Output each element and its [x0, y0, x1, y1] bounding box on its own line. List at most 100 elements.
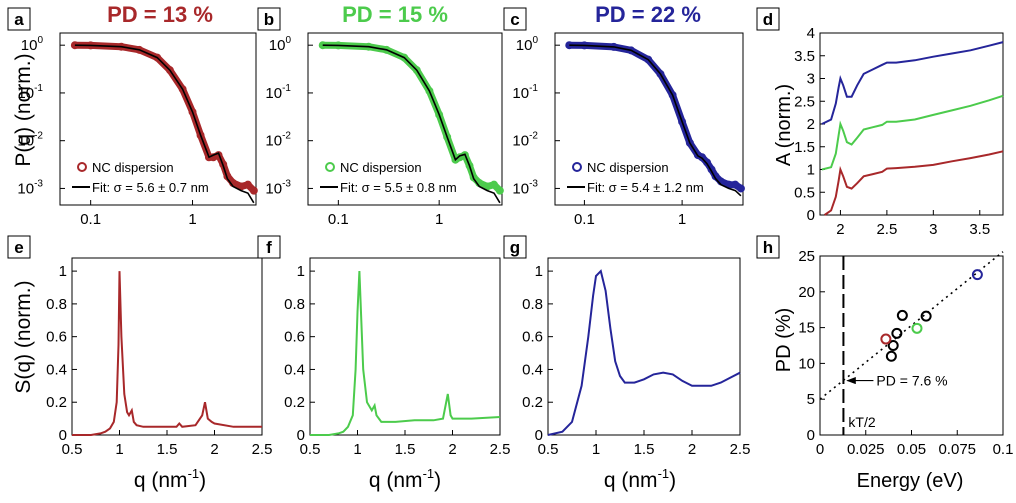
y-tick-label-c: 10-1	[512, 83, 538, 102]
y-tick-label-g: 0.4	[522, 361, 543, 378]
x-tick-label-e: 2.5	[252, 441, 273, 458]
x-tick-label-g: 1	[592, 441, 600, 458]
x-tick-label-h: 0.1	[993, 441, 1014, 458]
x-tick-label-d: 3	[929, 221, 937, 238]
y-tick-label-e: 0.2	[46, 394, 67, 411]
fit-line-c	[569, 44, 742, 197]
data-point-a	[243, 180, 252, 189]
y-tick-label-e: 1	[59, 263, 67, 280]
y-tick-label-c: 10-3	[512, 178, 538, 197]
absorption-line-red	[824, 150, 1004, 216]
legend-label-dispersion-b: NC dispersion	[340, 160, 422, 175]
y-tick-label-f: 0.2	[284, 394, 305, 411]
title-panel-c: PD = 22 %	[595, 2, 701, 27]
svg-text:c: c	[510, 10, 519, 29]
y-tick-label-c: 100	[516, 35, 539, 54]
pd-point-green	[911, 322, 923, 334]
pd-point-red	[880, 333, 892, 345]
ylabel-pd: PD (%)	[773, 308, 795, 372]
ylabel-bottom: S(q) (norm.)	[12, 280, 35, 393]
x-tick-label-a: 0.1	[80, 211, 101, 228]
x-tick-label-f: 2	[448, 441, 456, 458]
y-tick-label-g: 0.6	[522, 329, 543, 346]
y-tick-label-f: 0	[297, 427, 305, 444]
y-tick-label-f: 1	[297, 263, 305, 280]
legend-label-fit-c: Fit: σ = 5.4 ± 1.2 nm	[587, 180, 704, 195]
y-tick-label-c: 10-2	[512, 131, 538, 150]
x-tick-label-f: 1	[353, 441, 361, 458]
y-tick-label-f: 0.6	[284, 329, 305, 346]
plot-frame-b	[307, 32, 503, 206]
svg-text:b: b	[264, 10, 274, 29]
legend-label-dispersion-a: NC dispersion	[92, 160, 174, 175]
x-tick-label-h: 0.075	[938, 441, 976, 458]
x-tick-label-h: 0.05	[897, 441, 926, 458]
x-tick-label-d: 2.5	[876, 221, 897, 238]
y-tick-label-h: 0	[807, 427, 815, 444]
svg-text:a: a	[14, 10, 24, 29]
y-tick-label-h: 20	[798, 284, 815, 301]
svg-text:h: h	[763, 238, 773, 257]
x-tick-label-e: 1.5	[157, 441, 178, 458]
y-tick-label-a: 100	[21, 35, 44, 54]
y-tick-label-f: 0.8	[284, 296, 305, 313]
y-tick-label-h: 10	[798, 355, 815, 372]
x-tick-label-g: 1.5	[634, 441, 655, 458]
x-tick-label-b: 1	[435, 211, 443, 228]
data-point-b	[495, 186, 504, 195]
svg-text:f: f	[266, 238, 272, 257]
y-tick-label-e: 0.8	[46, 296, 67, 313]
annotation-pd-label: PD = 7.6 %	[876, 373, 947, 389]
y-tick-label-d: 0	[807, 207, 815, 224]
panel-d: 2 2.5 3 3.5 0 0.5 1 1.5 2 2.5 3 3.5 4	[794, 25, 1004, 238]
x-tick-label-e: 0.5	[62, 441, 83, 458]
panel-tag-h: h	[756, 235, 780, 259]
plot-frame-a	[59, 32, 257, 206]
x-tick-label-f: 0.5	[300, 441, 321, 458]
annotation-kt-label: kT/2	[848, 414, 875, 430]
y-tick-label-d: 0.5	[794, 184, 815, 201]
plot-frame-g	[547, 257, 741, 436]
structure-factor-line-f	[310, 271, 501, 436]
x-tick-label-c: 1	[678, 211, 686, 228]
data-point-b	[490, 180, 499, 189]
y-tick-label-a: 10-2	[17, 131, 43, 150]
panel-tag-b: b	[257, 7, 281, 31]
absorption-line-blue	[821, 41, 1004, 125]
structure-factor-line-g	[547, 269, 741, 436]
y-tick-label-e: 0.4	[46, 361, 67, 378]
x-tick-label-f: 1.5	[395, 441, 416, 458]
panel-tag-c: c	[503, 7, 527, 31]
legend-marker-b	[325, 162, 335, 172]
pd-point-black	[887, 340, 899, 351]
y-tick-label-d: 1	[807, 162, 815, 179]
pd-point-black	[885, 350, 897, 362]
y-tick-label-b: 10-3	[265, 178, 291, 197]
x-tick-label-g: 0.5	[538, 441, 559, 458]
x-tick-label-h: 0	[816, 441, 824, 458]
y-tick-label-d: 2.5	[794, 93, 815, 110]
y-tick-label-d: 3.5	[794, 48, 815, 65]
panel-a: 0.1 1 100 10-1 10-2 10-3 NC dispersion Fit: σ =…	[17, 32, 258, 228]
y-tick-label-h: 15	[798, 320, 815, 337]
structure-factor-line-e	[72, 271, 262, 436]
y-tick-label-d: 2	[807, 116, 815, 133]
svg-text:d: d	[763, 10, 773, 29]
x-tick-label-a: 1	[188, 211, 196, 228]
legend-label-fit-b: Fit: σ = 5.5 ± 0.8 nm	[340, 180, 457, 195]
pd-point-black	[891, 327, 903, 339]
x-tick-label-c: 0.1	[574, 211, 595, 228]
panel-g: 0.5 1 1.5 2 2.5 0 0.2 0.4 0.6 0.8 1	[522, 257, 750, 458]
absorption-line-green	[821, 94, 1004, 171]
panel-tag-e: e	[7, 235, 31, 259]
pd-point-blue	[971, 269, 983, 281]
pd-point-black	[920, 310, 932, 322]
plot-frame-h	[819, 255, 1004, 436]
panel-tag-a: a	[7, 7, 31, 31]
y-tick-label-f: 0.4	[284, 361, 305, 378]
plot-frame-e	[71, 257, 263, 436]
data-point-a	[249, 186, 258, 195]
y-tick-label-d: 4	[807, 25, 815, 42]
ylabel-absorb: A (norm.)	[773, 84, 795, 166]
